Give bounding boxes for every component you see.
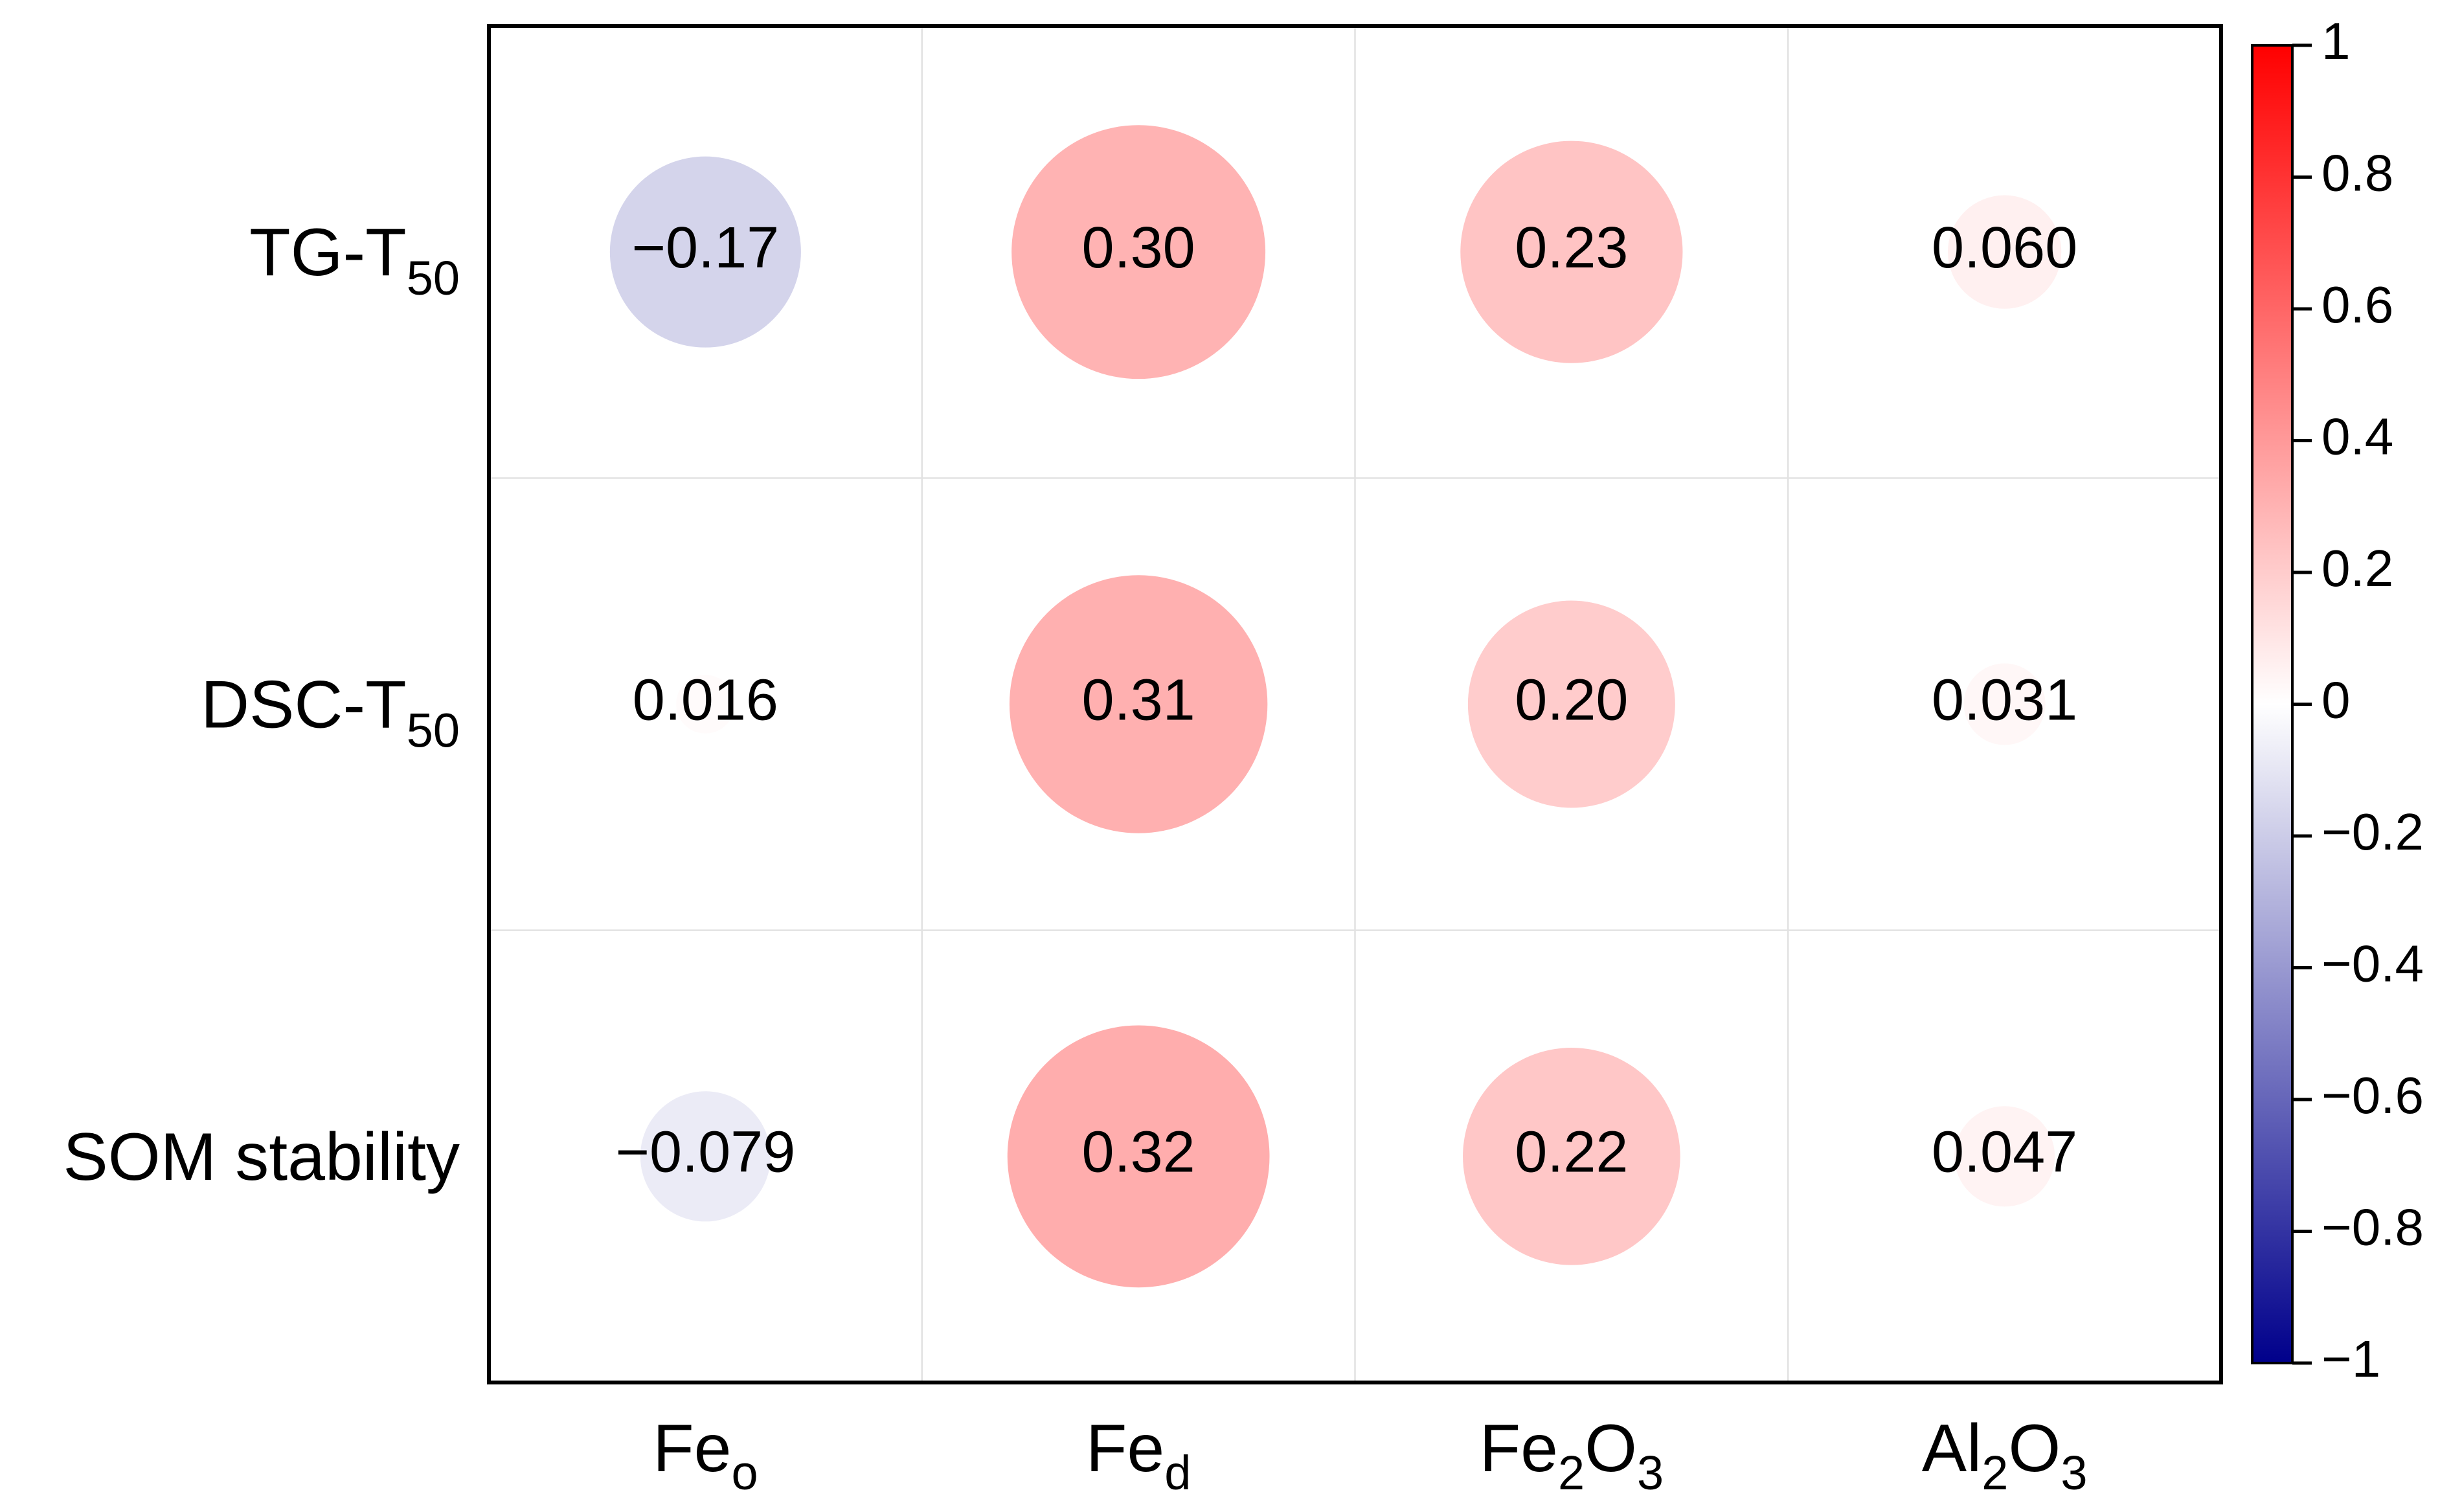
- colorbar-tick-label: 0.4: [2321, 408, 2393, 466]
- column-label: Fe2O3: [1480, 1411, 1664, 1500]
- column-label: Feo: [653, 1411, 758, 1500]
- correlation-circle: [1009, 575, 1268, 833]
- correlation-circle: [676, 675, 735, 734]
- correlation-circle: [1467, 600, 1675, 808]
- row-labels: TG-T50 DSC-T50 SOM stability: [63, 215, 460, 1195]
- colorbar-tick-label: −0.4: [2321, 935, 2424, 993]
- colorbar-tick-label: 1: [2321, 12, 2351, 70]
- correlation-circle: [1460, 141, 1683, 363]
- correlation-circle: [609, 156, 801, 348]
- correlation-circle: [1007, 1025, 1270, 1288]
- correlation-value-label: 0.23: [1515, 216, 1628, 280]
- correlation-value-label: 0.30: [1082, 216, 1195, 280]
- correlation-circle: [1011, 125, 1266, 379]
- column-labels: Feo Fed Fe2O3 Al2O3: [653, 1411, 2087, 1500]
- correlation-circle: [1963, 663, 2046, 745]
- correlation-circle: [1954, 1106, 2055, 1207]
- plot-frame: [487, 24, 2223, 1384]
- correlation-value-label: 0.22: [1515, 1120, 1628, 1185]
- correlation-value-label: 0.32: [1082, 1120, 1195, 1185]
- row-label: DSC-T50: [201, 668, 460, 758]
- colorbar: 1 0.8 0.6 0.4 0.2 0 −0.2 −0.4 −0.6 −0.8 −1: [2251, 12, 2424, 1388]
- correlation-value-label: 0.31: [1082, 668, 1195, 732]
- row-label: SOM stability: [63, 1120, 460, 1195]
- correlation-value-label: 0.016: [633, 668, 778, 732]
- colorbar-tick-label: −0.8: [2321, 1199, 2424, 1256]
- correlation-circle: [1463, 1048, 1680, 1265]
- row-label: TG-T50: [249, 215, 460, 305]
- colorbar-tick-label: 0.8: [2321, 144, 2393, 202]
- correlation-value-label: −0.17: [632, 216, 780, 280]
- colorbar-tick-label: −0.2: [2321, 803, 2424, 861]
- colorbar-tick-label: 0.2: [2321, 539, 2393, 597]
- column-label: Fed: [1086, 1411, 1191, 1500]
- colorbar-tick-label: −1: [2321, 1330, 2380, 1388]
- correlation-circle: [640, 1091, 771, 1222]
- colorbar-fill: [2252, 45, 2292, 1363]
- grid-lines: [489, 26, 2221, 1382]
- correlation-value-label: 0.20: [1515, 668, 1628, 732]
- column-label: Al2O3: [1922, 1411, 2088, 1500]
- correlation-value-label: −0.079: [615, 1120, 795, 1185]
- colorbar-tick-label: 0: [2321, 671, 2351, 729]
- colorbar-tick-label: 0.6: [2321, 276, 2393, 333]
- correlation-value-label: 0.047: [1932, 1120, 2077, 1185]
- correlation-value-label: 0.060: [1932, 216, 2077, 280]
- correlation-circle: [1947, 195, 2062, 309]
- colorbar-tick-label: −0.6: [2321, 1066, 2424, 1124]
- cells: −0.17 0.30 0.23 0.060 0.016 0.31 0.20 0.031 −0.0…: [609, 125, 2077, 1288]
- correlation-value-label: 0.031: [1932, 668, 2077, 732]
